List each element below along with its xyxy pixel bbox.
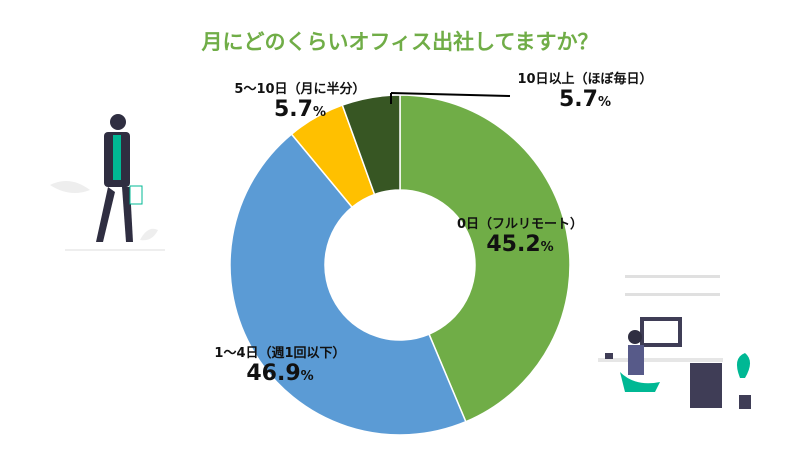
label-unit: % [312, 105, 326, 120]
label-0: 0日（フルリモート） 45.2% [455, 213, 585, 257]
slice-3 [341, 94, 401, 196]
leader-line [390, 92, 511, 97]
label-category: 5〜10日（月に半分） [234, 82, 366, 97]
label-unit: % [300, 369, 314, 384]
label-category: 0日（フルリモート） [456, 217, 584, 232]
slice-0 [399, 94, 571, 423]
label-3: 10日以上（ほぼ毎日） 5.7% [510, 68, 660, 112]
label-2: 5〜10日（月に半分） 5.7% [225, 78, 375, 122]
label-1: 1〜4日（週1回以下） 46.9% [205, 342, 355, 386]
label-category: 10日以上（ほぼ毎日） [517, 72, 653, 87]
label-unit: % [540, 240, 554, 255]
person-walking-illustration [50, 114, 165, 251]
label-value: 45.2 [486, 232, 541, 257]
person-at-desk-illustration [598, 275, 751, 409]
label-value: 46.9 [246, 361, 301, 386]
chart-title: 月にどのくらいオフィス出社してますか？ [201, 30, 599, 54]
label-category: 1〜4日（週1回以下） [214, 346, 346, 361]
label-value: 5.7 [273, 97, 313, 122]
slice-1 [229, 133, 467, 436]
label-value: 5.7 [558, 87, 598, 112]
label-unit: % [597, 95, 611, 110]
